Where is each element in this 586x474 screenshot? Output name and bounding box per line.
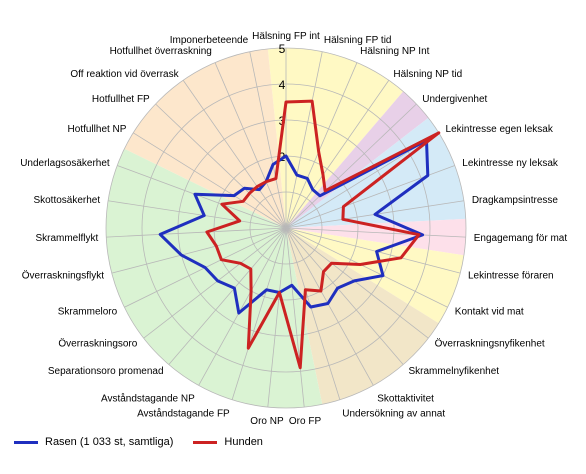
grid-spoke [285, 103, 417, 229]
grid-spoke [285, 227, 374, 386]
grid-spoke [106, 227, 287, 238]
category-label: Kontakt vid mat [455, 306, 524, 317]
grid-spoke [285, 227, 466, 238]
grid-spoke [285, 227, 461, 274]
category-label: Skottaktivitet [377, 393, 434, 404]
category-label: Undergivenhet [422, 94, 487, 105]
category-label: Underlagsosäkerhet [20, 158, 110, 169]
category-label: Skrammelflykt [35, 233, 98, 244]
data-series [158, 99, 441, 370]
category-label: Överraskningsflykt [22, 270, 104, 282]
category-label: Lekintresse ny leksak [462, 158, 559, 169]
grid-spoke [285, 227, 341, 400]
category-label: Skrammeloro [58, 306, 118, 317]
category-label: Hälsning NP Int [360, 46, 430, 57]
grid-spoke [198, 227, 287, 386]
category-label: Off reaktion vid överrask [70, 69, 179, 80]
legend-item-rasen: Rasen (1 033 st, samtliga) [14, 436, 173, 448]
legend-label-rasen: Rasen (1 033 st, samtliga) [45, 436, 174, 448]
grid-spoke [285, 227, 448, 308]
category-label: Hälsning FP tid [324, 35, 392, 46]
grid-spoke [111, 227, 287, 274]
grid-spoke [285, 62, 358, 229]
radial-grid [105, 47, 467, 409]
grid-spoke [182, 80, 287, 229]
legend-item-hunden: Hunden [193, 436, 263, 448]
grid-spoke [133, 132, 287, 229]
category-label: Imponerbeteende [170, 35, 249, 46]
category-label: Hotfullhet FP [92, 94, 150, 105]
grid-spoke [108, 200, 287, 229]
category-label: Lekintresse egen leksak [446, 124, 554, 135]
grid-spoke [285, 227, 404, 365]
legend: Rasen (1 033 st, samtliga) Hunden [14, 436, 283, 448]
series-line-rasen [158, 138, 430, 315]
category-label: Skottosäkerhet [33, 195, 100, 206]
category-label: Hotfullhet NP [68, 124, 127, 135]
grid-spoke [285, 227, 305, 408]
category-label: Undersökning av annat [342, 408, 445, 419]
legend-swatch-hunden [193, 440, 218, 444]
legend-swatch-rasen [14, 440, 38, 444]
radial-tick-label: 4 [279, 78, 286, 92]
category-label: Hälsning FP int [252, 31, 320, 42]
grid-spoke [143, 227, 287, 339]
grid-spoke [231, 227, 287, 400]
category-label: Överraskningsnyfikenhet [435, 338, 545, 350]
sector-background [267, 48, 404, 229]
grid-spoke [267, 227, 287, 408]
category-label: Avståndstagande NP [101, 392, 195, 404]
sector-background [124, 48, 287, 228]
grid-spoke [285, 80, 390, 229]
category-label: Avståndstagande FP [137, 407, 230, 419]
category-label: Dragkampsintresse [472, 195, 559, 206]
category-label: Oro FP [289, 416, 322, 427]
grid-spoke [117, 165, 287, 229]
series-line-hunden [205, 99, 441, 370]
grid-spoke [285, 51, 323, 229]
category-label: Lekintresse föraren [468, 271, 554, 282]
grid-spoke [249, 51, 287, 229]
category-label: Hälsning NP tid [393, 69, 462, 80]
grid-spoke [285, 227, 429, 339]
category-label: Överraskningsoro [58, 338, 137, 350]
category-label: Separationsoro promenad [48, 366, 164, 377]
grid-spoke [168, 227, 287, 365]
category-label: Oro NP [250, 416, 284, 427]
legend-label-hunden: Hunden [224, 436, 263, 448]
radial-tick-label: 5 [279, 42, 286, 56]
grid-spoke [155, 103, 287, 229]
grid-spoke [214, 62, 287, 229]
category-label: Hotfullhet överraskning [110, 46, 212, 57]
category-label: Skrammelnyfikenhet [408, 366, 499, 377]
sector-background [286, 218, 466, 256]
category-label: Engagemang för mat [474, 233, 568, 244]
